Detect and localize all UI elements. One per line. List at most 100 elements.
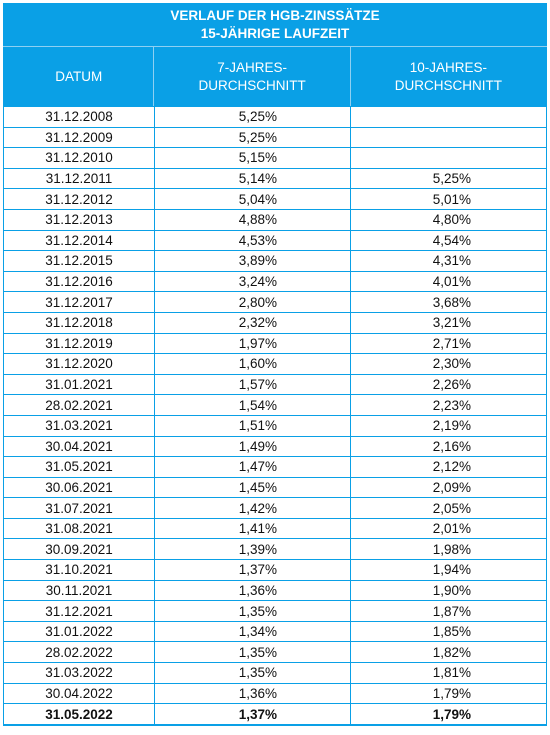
cell-avg10: 2,19%	[350, 414, 547, 437]
cell-avg10: 4,54%	[350, 229, 547, 252]
cell-avg7: 1,47%	[154, 456, 351, 478]
cell-avg10: 1,90%	[350, 579, 547, 602]
cell-avg10: 1,79%	[350, 682, 547, 705]
cell-avg10: 4,01%	[350, 270, 547, 293]
cell-date: 31.12.2019	[3, 332, 155, 355]
cell-avg7: 1,54%	[154, 394, 351, 416]
cell-date: 31.12.2013	[3, 208, 155, 231]
cell-avg10: 2,30%	[350, 353, 547, 375]
cell-date: 30.11.2021	[3, 579, 155, 602]
table-row: 31.12.2019 1,97% 2,71%	[3, 332, 547, 355]
cell-avg7: 2,32%	[154, 311, 351, 334]
cell-avg7: 3,24%	[154, 270, 351, 293]
cell-date: 30.06.2021	[3, 476, 155, 499]
cell-date: 31.08.2021	[3, 517, 155, 540]
table-row: 31.08.2021 1,41% 2,01%	[3, 517, 547, 540]
cell-avg10: 3,21%	[350, 311, 547, 334]
column-header-avg7-line2: DURCHSCHNITT	[198, 77, 306, 93]
column-header-avg7: 7-JAHRES- DURCHSCHNITT	[153, 47, 349, 106]
table-row: 30.11.2021 1,36% 1,90%	[3, 579, 547, 602]
cell-date: 30.04.2021	[3, 435, 155, 458]
table-row: 31.01.2021 1,57% 2,26%	[3, 373, 547, 396]
cell-avg10: 4,31%	[350, 250, 547, 272]
cell-avg7: 1,35%	[154, 641, 351, 664]
table-row: 30.06.2021 1,45% 2,09%	[3, 476, 547, 499]
cell-date: 31.12.2020	[3, 353, 155, 375]
cell-avg7: 1,36%	[154, 579, 351, 602]
cell-date: 31.05.2021	[3, 456, 155, 478]
column-header-avg10: 10-JAHRES- DURCHSCHNITT	[349, 47, 548, 106]
cell-date: 31.12.2011	[3, 167, 155, 190]
cell-avg10: 2,26%	[350, 373, 547, 396]
cell-avg7: 1,45%	[154, 476, 351, 499]
cell-avg10: 1,79%	[350, 703, 547, 726]
cell-date: 31.12.2008	[3, 106, 155, 128]
cell-avg7: 1,35%	[154, 600, 351, 622]
cell-avg7: 1,37%	[154, 703, 351, 726]
table-row: 30.04.2022 1,36% 1,79%	[3, 682, 547, 705]
cell-avg7: 4,88%	[154, 208, 351, 231]
column-header-row: DATUM 7-JAHRES- DURCHSCHNITT 10-JAHRES- …	[3, 46, 548, 106]
table-row: 31.01.2022 1,34% 1,85%	[3, 620, 547, 643]
cell-avg7: 1,39%	[154, 538, 351, 561]
cell-date: 30.09.2021	[3, 538, 155, 561]
cell-date: 31.12.2017	[3, 291, 155, 313]
interest-rate-table: VERLAUF DER HGB-ZINSSÄTZE 15-JÄHRIGE LAU…	[3, 3, 548, 726]
table-row: 31.12.2016 3,24% 4,01%	[3, 270, 547, 293]
cell-avg10: 1,98%	[350, 538, 547, 561]
cell-date: 31.03.2022	[3, 662, 155, 684]
table-row: 31.05.2022 1,37% 1,79%	[3, 703, 547, 726]
table-row: 31.05.2021 1,47% 2,12%	[3, 456, 547, 478]
cell-avg10: 1,81%	[350, 662, 547, 684]
table-row: 31.12.2008 5,25%	[3, 106, 547, 128]
cell-avg7: 1,34%	[154, 620, 351, 643]
table-title: VERLAUF DER HGB-ZINSSÄTZE 15-JÄHRIGE LAU…	[3, 3, 547, 46]
cell-date: 31.01.2021	[3, 373, 155, 396]
cell-avg10: 5,01%	[350, 188, 547, 210]
cell-avg10: 2,16%	[350, 435, 547, 458]
cell-date: 31.03.2021	[3, 414, 155, 437]
table-row: 31.12.2012 5,04% 5,01%	[3, 188, 547, 210]
table-row: 28.02.2021 1,54% 2,23%	[3, 394, 547, 416]
cell-avg7: 1,35%	[154, 662, 351, 684]
cell-avg7: 5,04%	[154, 188, 351, 210]
cell-avg10: 2,01%	[350, 517, 547, 540]
table-row: 31.12.2021 1,35% 1,87%	[3, 600, 547, 622]
cell-avg10: 2,12%	[350, 456, 547, 478]
cell-avg10: 4,80%	[350, 208, 547, 231]
cell-avg10: 5,25%	[350, 167, 547, 190]
cell-avg7: 1,49%	[154, 435, 351, 458]
cell-avg7: 1,37%	[154, 559, 351, 581]
table-row: 31.03.2022 1,35% 1,81%	[3, 662, 547, 684]
table-row: 30.09.2021 1,39% 1,98%	[3, 538, 547, 561]
cell-date: 31.12.2012	[3, 188, 155, 210]
data-table: 31.12.2008 5,25% 31.12.2009 5,25% 31.12.2010…	[3, 106, 547, 726]
cell-date: 31.07.2021	[3, 497, 155, 519]
table-row: 31.10.2021 1,37% 1,94%	[3, 559, 547, 581]
table-row: 31.12.2013 4,88% 4,80%	[3, 208, 547, 231]
cell-date: 31.05.2022	[3, 703, 155, 726]
column-header-date: DATUM	[3, 47, 153, 106]
cell-date: 31.12.2010	[3, 147, 155, 169]
cell-date: 28.02.2021	[3, 394, 155, 416]
cell-avg10: 2,09%	[350, 476, 547, 499]
cell-avg10	[350, 106, 547, 128]
table-row: 31.12.2014 4,53% 4,54%	[3, 229, 547, 252]
cell-avg7: 5,14%	[154, 167, 351, 190]
cell-avg7: 1,97%	[154, 332, 351, 355]
column-header-avg10-line2: DURCHSCHNITT	[394, 77, 502, 93]
cell-avg7: 5,15%	[154, 147, 351, 169]
cell-date: 30.04.2022	[3, 682, 155, 705]
cell-avg10: 1,85%	[350, 620, 547, 643]
cell-avg7: 3,89%	[154, 250, 351, 272]
table-row: 31.12.2009 5,25%	[3, 126, 547, 149]
cell-avg7: 1,60%	[154, 353, 351, 375]
cell-avg10: 2,05%	[350, 497, 547, 519]
table-row: 31.12.2015 3,89% 4,31%	[3, 250, 547, 272]
cell-avg10: 2,71%	[350, 332, 547, 355]
cell-avg7: 1,51%	[154, 414, 351, 437]
table-row: 30.04.2021 1,49% 2,16%	[3, 435, 547, 458]
cell-date: 31.12.2014	[3, 229, 155, 252]
cell-date: 28.02.2022	[3, 641, 155, 664]
table-row: 31.12.2018 2,32% 3,21%	[3, 311, 547, 334]
